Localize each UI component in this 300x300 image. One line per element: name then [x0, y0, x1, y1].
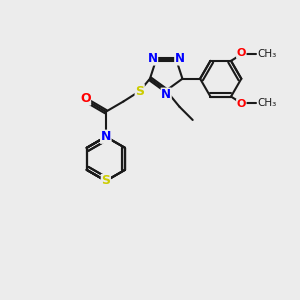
Text: CH₃: CH₃: [257, 50, 277, 59]
Text: N: N: [175, 52, 185, 65]
Text: S: S: [135, 85, 144, 98]
Text: O: O: [80, 92, 91, 105]
Text: O: O: [237, 99, 246, 109]
Text: N: N: [161, 88, 171, 101]
Text: N: N: [148, 52, 158, 65]
Text: N: N: [100, 130, 111, 143]
Text: CH₃: CH₃: [257, 98, 277, 108]
Text: O: O: [237, 48, 246, 58]
Text: S: S: [101, 174, 110, 188]
